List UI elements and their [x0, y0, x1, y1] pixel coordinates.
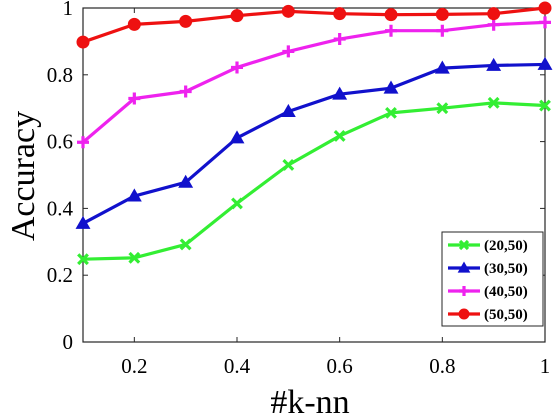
y-tick-label: 1 [63, 0, 74, 20]
data-point [384, 8, 398, 22]
data-point [333, 129, 346, 142]
legend-label: (40,50) [484, 284, 528, 300]
series-3 [76, 1, 552, 49]
data-point [75, 215, 91, 229]
data-point [280, 103, 296, 117]
y-tick-label: 0.4 [47, 196, 74, 220]
data-point [385, 106, 397, 119]
data-point [486, 57, 502, 71]
legend-item: (50,50) [448, 307, 528, 323]
data-point [178, 174, 194, 188]
x-tick-label: 1 [540, 354, 551, 378]
series-0 [77, 96, 551, 266]
data-point [281, 4, 295, 18]
data-point [385, 24, 397, 37]
data-point [436, 102, 449, 115]
ticks: 0.2 0.4 0.6 0.8 1 0 0.2 0.4 0.6 0.8 1 [47, 0, 551, 378]
series-layer [75, 1, 553, 266]
legend: (20,50) (30,50) (40,50) (50,50) [441, 231, 544, 327]
data-point [539, 16, 551, 29]
data-point [179, 85, 192, 98]
data-point [487, 7, 501, 21]
legend-item: (20,50) [448, 238, 528, 254]
legend-item: (30,50) [448, 261, 528, 277]
series-line [81, 20, 546, 144]
data-point [459, 286, 469, 296]
legend-box [441, 231, 544, 327]
data-point [333, 7, 347, 21]
data-point [127, 17, 141, 31]
series-2 [77, 16, 551, 149]
data-point [77, 136, 89, 149]
data-point [435, 7, 449, 21]
series-1 [75, 56, 553, 229]
series-line [82, 101, 546, 261]
data-point [229, 130, 245, 144]
data-point [231, 61, 243, 74]
x-axis-label: #k-nn [270, 384, 349, 417]
data-point [383, 80, 399, 94]
legend-label: (30,50) [484, 261, 528, 277]
data-point [537, 56, 553, 70]
legend-item: (40,50) [448, 284, 528, 300]
data-point [128, 92, 141, 105]
data-point [332, 86, 348, 100]
x-tick-label: 0.6 [327, 354, 353, 378]
data-point [282, 159, 295, 171]
data-point [436, 24, 449, 37]
data-point [128, 251, 141, 264]
data-point [487, 18, 500, 31]
data-point [434, 60, 450, 74]
y-tick-label: 0.8 [47, 63, 73, 87]
data-point [458, 239, 470, 251]
y-tick-label: 0.2 [47, 263, 73, 287]
x-tick-label: 0.2 [121, 354, 147, 378]
data-point [126, 188, 142, 202]
series-line [82, 62, 546, 225]
y-tick-label: 0 [63, 330, 74, 354]
data-point [230, 9, 244, 23]
legend-label: (50,50) [484, 307, 528, 323]
data-point [76, 35, 90, 49]
data-point [231, 197, 243, 210]
data-point [538, 1, 552, 15]
data-point [179, 14, 193, 28]
x-tick-label: 0.4 [224, 354, 251, 378]
series-line [82, 6, 546, 44]
data-point [179, 238, 192, 251]
data-point [539, 99, 551, 112]
data-point [487, 96, 500, 109]
y-tick-label: 0.6 [47, 130, 73, 154]
data-point [457, 261, 471, 273]
data-point [282, 45, 295, 58]
y-axis-label: Accuracy [5, 111, 42, 241]
legend-label: (20,50) [484, 238, 528, 254]
data-point [77, 253, 89, 266]
data-point [333, 33, 346, 46]
x-tick-label: 0.8 [429, 354, 455, 378]
data-point [458, 308, 470, 320]
